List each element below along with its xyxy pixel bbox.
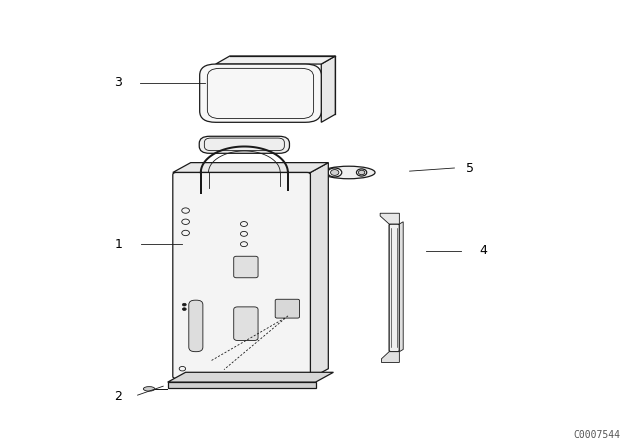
Ellipse shape — [358, 170, 365, 175]
FancyBboxPatch shape — [275, 299, 300, 318]
Polygon shape — [216, 56, 335, 64]
FancyBboxPatch shape — [173, 172, 310, 379]
Circle shape — [182, 303, 186, 306]
FancyBboxPatch shape — [389, 224, 399, 352]
Text: C0007544: C0007544 — [574, 430, 621, 440]
PathPatch shape — [199, 136, 289, 153]
Polygon shape — [310, 163, 328, 379]
Ellipse shape — [356, 169, 367, 176]
Ellipse shape — [330, 169, 339, 175]
Polygon shape — [173, 163, 328, 172]
FancyBboxPatch shape — [234, 256, 258, 278]
Polygon shape — [399, 222, 403, 352]
PathPatch shape — [200, 64, 321, 122]
Text: 2: 2 — [115, 390, 122, 403]
Ellipse shape — [143, 387, 155, 391]
FancyBboxPatch shape — [189, 300, 203, 352]
Text: 5: 5 — [467, 161, 474, 175]
Text: 3: 3 — [115, 76, 122, 90]
Circle shape — [182, 308, 186, 310]
Polygon shape — [168, 382, 316, 388]
FancyBboxPatch shape — [234, 307, 258, 340]
Polygon shape — [380, 213, 399, 224]
Polygon shape — [381, 352, 399, 362]
Text: 1: 1 — [115, 237, 122, 251]
Text: 4: 4 — [479, 244, 487, 258]
Polygon shape — [321, 56, 335, 122]
Ellipse shape — [323, 166, 375, 179]
Polygon shape — [168, 372, 333, 382]
Ellipse shape — [328, 168, 342, 177]
